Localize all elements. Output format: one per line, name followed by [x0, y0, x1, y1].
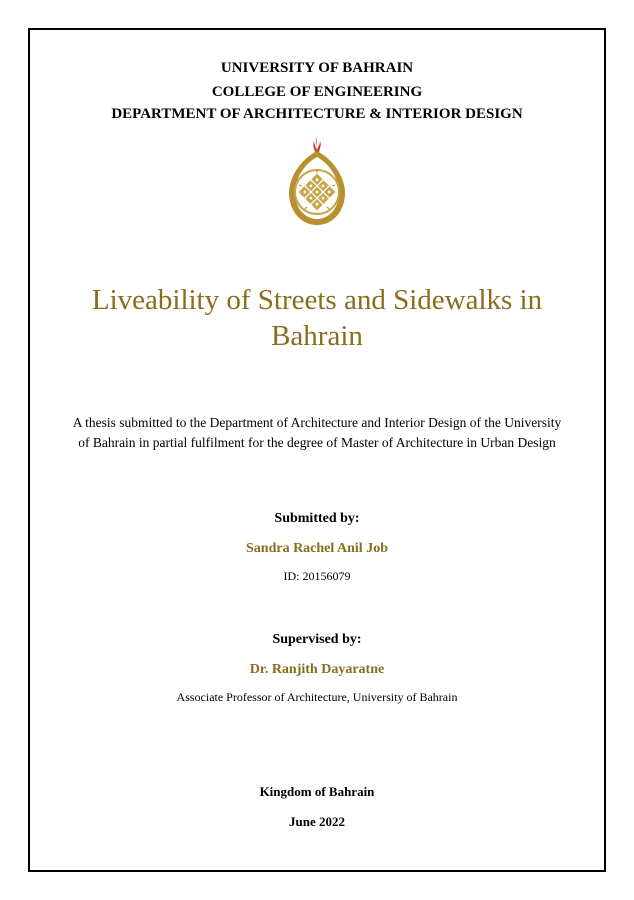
supervisor-title: Associate Professor of Architecture, Uni… [177, 690, 458, 705]
id-prefix: ID: [284, 569, 303, 583]
supervisor-name: Dr. Ranjith Dayaratne [250, 662, 384, 678]
author-name: Sandra Rachel Anil Job [246, 541, 388, 557]
college-name: COLLEGE OF ENGINEERING [212, 80, 422, 104]
supervised-by-label: Supervised by: [272, 632, 361, 648]
thesis-description: A thesis submitted to the Department of … [64, 413, 570, 454]
submitted-by-label: Submitted by: [274, 511, 359, 527]
thesis-title: Liveability of Streets and Sidewalks in … [70, 282, 564, 355]
university-seal-icon [281, 137, 353, 232]
university-name: UNIVERSITY OF BAHRAIN [221, 56, 413, 80]
date: June 2022 [260, 814, 375, 830]
footer-block: Kingdom of Bahrain June 2022 [260, 784, 375, 840]
location: Kingdom of Bahrain [260, 784, 375, 800]
id-number: 20156079 [303, 569, 351, 583]
author-id: ID: 20156079 [284, 569, 351, 584]
document-page: UNIVERSITY OF BAHRAIN COLLEGE OF ENGINEE… [0, 0, 634, 900]
department-name: DEPARTMENT OF ARCHITECTURE & INTERIOR DE… [111, 106, 522, 123]
page-border-frame: UNIVERSITY OF BAHRAIN COLLEGE OF ENGINEE… [28, 28, 606, 872]
